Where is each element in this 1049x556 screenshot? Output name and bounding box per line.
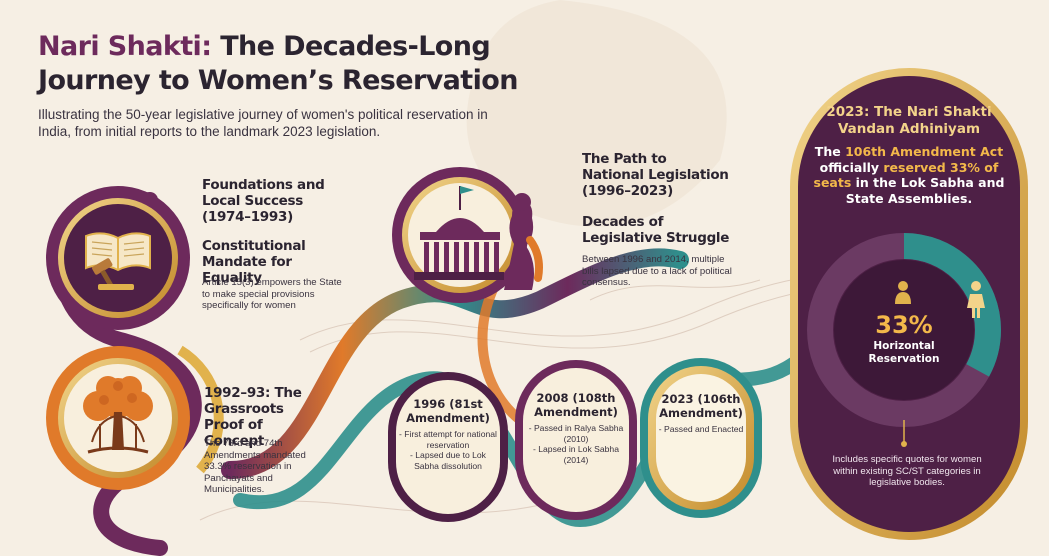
national-heading: The Path to National Legislation (1996–2… — [582, 151, 729, 199]
act-card-body: The 106th Amendment Act officially reser… — [812, 144, 1006, 206]
act-card-title: 2023: The Nari Shakti Vandan Adhiniyam — [826, 104, 992, 137]
milestone-2023: 2023 (106th Amendment) - Passed and Enac… — [656, 392, 746, 435]
foundations-heading: Foundations and Local Success (1974–1993… — [202, 177, 325, 225]
act-body-highlight: 106th Amendment Act — [845, 144, 1004, 159]
woman-icon — [967, 281, 985, 318]
grassroots-text: The 73rd and 74th Amendments mandated 33… — [204, 438, 306, 495]
act-body-text: in the Lok Sabha and State Assemblies. — [845, 175, 1005, 206]
national-text: Between 1996 and 2014, multiple bills la… — [582, 254, 732, 288]
milestone-2008: 2008 (108th Amendment) - Passed in Ralya… — [526, 391, 626, 465]
book-gavel-icon — [85, 232, 151, 290]
act-card-footer: Includes specific quotes for women withi… — [832, 454, 982, 488]
reservation-percent: 33% — [875, 311, 933, 339]
page-title: Nari Shakti: The Decades-Long Journey to… — [38, 30, 558, 98]
milestone-point: - Passed in Ralya Sabha (2010) — [528, 423, 624, 444]
woman-icon — [895, 281, 911, 304]
title-rest: The Decades-Long Journey to Women’s Rese… — [38, 31, 518, 96]
foundations-text: Article 15(3) empowers the State to make… — [202, 277, 342, 311]
milestone-point: - First attempt for national reservation — [399, 429, 497, 450]
milestone-title: 1996 (81st Amendment) — [406, 397, 490, 425]
milestone-1996: 1996 (81st Amendment) - First attempt fo… — [398, 397, 498, 471]
milestone-title: 2023 (106th Amendment) — [659, 392, 743, 420]
banyan-tree-icon — [83, 376, 153, 454]
act-body-highlight: reserved 33% of seats — [813, 159, 999, 191]
parliament-woman-icon — [414, 186, 543, 290]
page-subtitle: Illustrating the 50-year legislative jou… — [38, 107, 488, 139]
title-accent: Nari Shakti: — [38, 31, 212, 62]
reservation-label: Horizontal Reservation — [868, 340, 940, 365]
act-body-text: The — [814, 144, 846, 159]
milestone-point: - Lapsed due to Lok Sabha dissolution — [410, 450, 486, 471]
milestone-point: - Passed and Enacted — [658, 424, 744, 434]
national-subheading: Decades of Legislative Struggle — [582, 214, 730, 246]
milestone-point: - Lapsed in Lok Sabha (2014) — [532, 444, 619, 465]
act-body-text: officially — [819, 159, 884, 175]
foundations-subheading: Constitutional Mandate for Equality — [202, 238, 306, 286]
milestone-title: 2008 (108th Amendment) — [534, 391, 618, 419]
grassroots-heading: 1992–93: The Grassroots Proof of Concept — [204, 385, 302, 449]
